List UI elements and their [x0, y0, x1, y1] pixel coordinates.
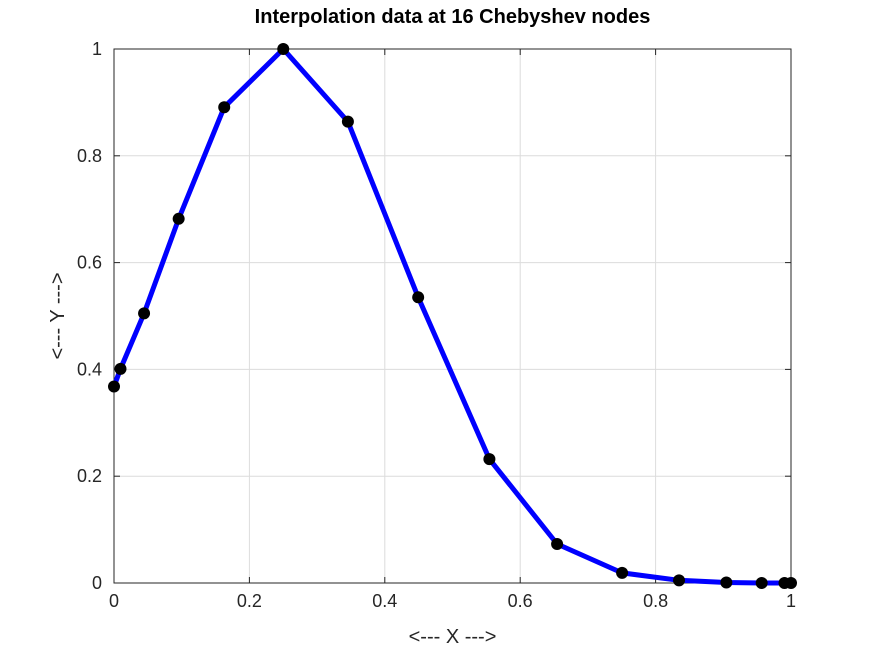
x-tick-label: 0.8 — [643, 591, 668, 611]
data-point — [412, 291, 425, 304]
y-tick-label: 1 — [92, 39, 102, 59]
x-tick-label: 0.2 — [237, 591, 262, 611]
data-point — [483, 453, 496, 466]
data-point — [785, 577, 797, 589]
y-tick-label: 0.2 — [77, 466, 102, 486]
y-tick-label: 0.4 — [77, 359, 102, 379]
x-axis-label: <--- X ---> — [409, 626, 497, 648]
series-line — [111, 46, 794, 586]
x-tick-label: 0.6 — [508, 591, 533, 611]
data-point — [138, 307, 151, 320]
ticks: 0 0.2 0.4 0.6 0.8 1 0 0.2 0.4 0.6 0.8 1 — [77, 39, 796, 611]
data-point — [114, 362, 127, 375]
axes-box — [113, 48, 792, 584]
y-tick-label: 0 — [92, 573, 102, 593]
chart-title: Interpolation data at 16 Chebyshev nodes — [255, 6, 651, 28]
data-point — [108, 380, 120, 393]
data-point — [616, 566, 629, 579]
x-tick-label: 1 — [786, 591, 796, 611]
data-point — [172, 212, 185, 225]
data-point — [218, 101, 231, 114]
x-tick-label: 0 — [109, 591, 119, 611]
data-point — [341, 115, 354, 128]
data-series — [108, 43, 797, 589]
data-point — [755, 577, 768, 589]
y-tick-label: 0.6 — [77, 253, 102, 273]
data-point — [551, 538, 564, 551]
y-tick-label: 0.8 — [77, 146, 102, 166]
data-point — [673, 574, 686, 587]
data-point — [720, 576, 733, 589]
data-point — [277, 43, 290, 55]
x-tick-label: 0.4 — [372, 591, 397, 611]
y-axis-label: <--- Y ---> — [47, 272, 69, 359]
